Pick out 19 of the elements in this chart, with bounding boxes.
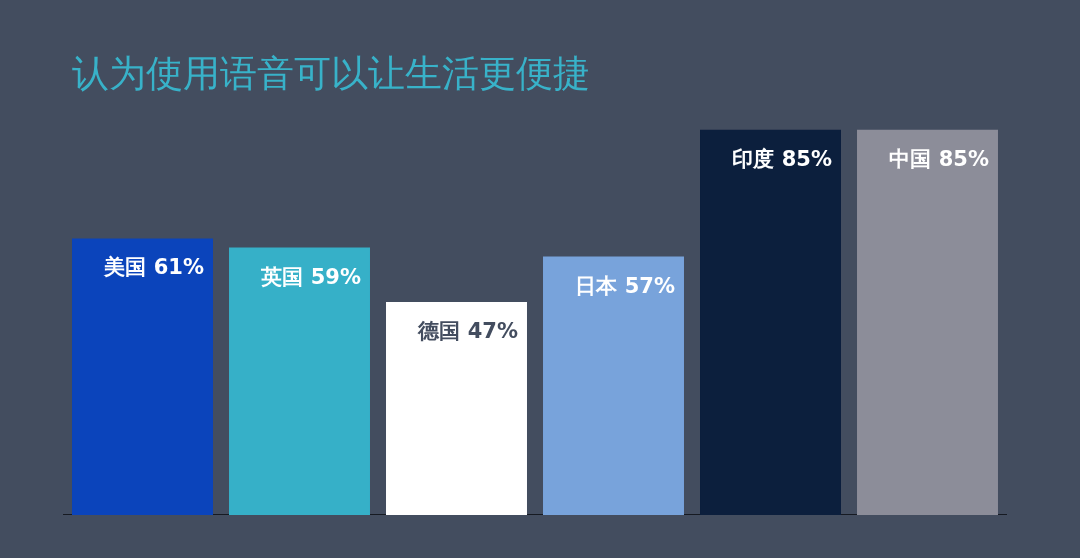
x-tick-label: 英国	[260, 264, 304, 289]
data-label: 59%	[310, 264, 361, 289]
bar	[700, 129, 841, 515]
bar	[857, 129, 998, 515]
bar	[386, 301, 527, 515]
x-tick-label: 印度	[732, 146, 775, 171]
bar	[229, 247, 370, 515]
data-label: 61%	[153, 255, 204, 280]
data-label: 85%	[781, 146, 832, 171]
bar	[543, 256, 684, 515]
data-label: 85%	[938, 146, 989, 171]
data-label: 47%	[467, 318, 518, 343]
x-tick-label: 日本	[575, 273, 619, 298]
chart-title: 认为使用语音可以让生活更便捷	[72, 51, 590, 97]
x-tick-label: 德国	[417, 318, 461, 343]
data-label: 57%	[624, 273, 675, 298]
bar	[72, 238, 213, 515]
x-tick-label: 中国	[889, 146, 932, 171]
x-tick-label: 美国	[103, 255, 147, 280]
